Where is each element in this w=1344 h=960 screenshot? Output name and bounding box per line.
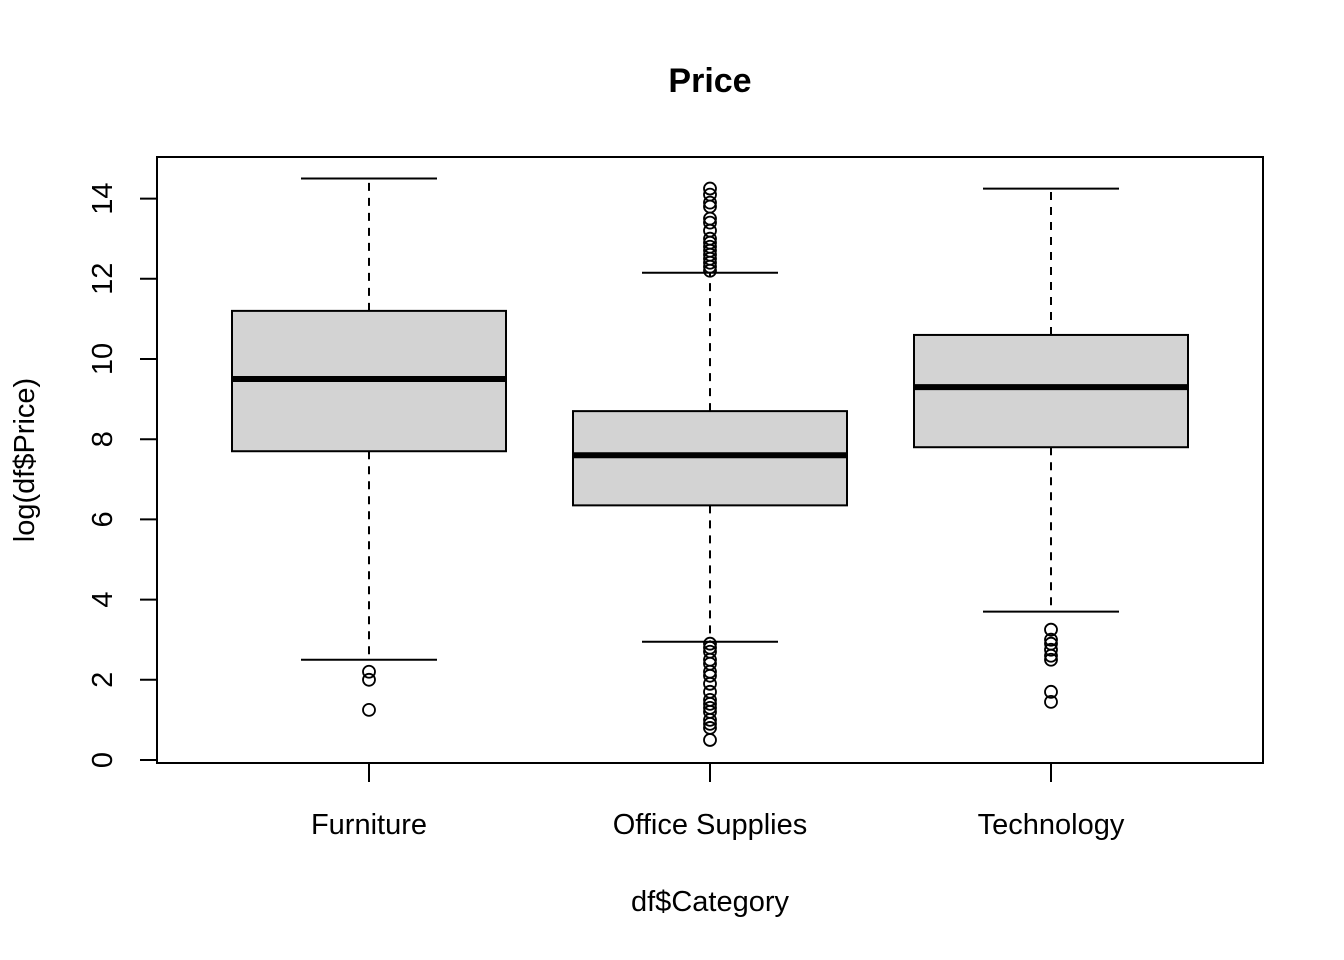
- x-tick-label: Furniture: [311, 809, 427, 841]
- iqr-box: [572, 410, 848, 507]
- outlier-point: [703, 676, 717, 691]
- outlier-point: [703, 239, 717, 254]
- chart-title: Price: [668, 62, 751, 100]
- y-axis-label: log(df$Price): [9, 378, 41, 542]
- box-technology: [913, 187, 1189, 709]
- outlier-point: [1044, 642, 1058, 657]
- outlier-point: [703, 215, 717, 230]
- boxes: [231, 177, 1189, 747]
- box-furniture: [231, 177, 507, 717]
- outlier-point: [703, 696, 717, 711]
- y-axis: 0 2 4 6 8 10 12 14: [87, 182, 158, 768]
- outlier-point: [1044, 632, 1058, 647]
- y-tick-label: 10: [87, 343, 119, 375]
- outlier-point: [1044, 694, 1058, 709]
- y-tick-label: 4: [87, 592, 119, 608]
- x-tick-label: Technology: [978, 809, 1125, 841]
- x-tick-label: Office Supplies: [613, 809, 808, 841]
- outlier-point: [1044, 652, 1058, 667]
- outlier-point: [362, 702, 376, 717]
- outlier-point: [703, 181, 717, 196]
- outlier-point: [703, 668, 717, 683]
- outlier-point: [703, 231, 717, 246]
- y-tick-label: 0: [87, 752, 119, 768]
- y-tick-label: 12: [87, 263, 119, 295]
- outlier-point: [703, 717, 717, 731]
- iqr-box: [913, 333, 1189, 449]
- outlier-point: [703, 733, 717, 747]
- y-tick-label: 8: [87, 431, 119, 447]
- box-office-supplies: [572, 181, 848, 747]
- x-axis-label: df$Category: [631, 886, 789, 918]
- y-tick-label: 6: [87, 511, 119, 527]
- outlier-point: [362, 672, 376, 687]
- outlier-point: [703, 195, 717, 210]
- y-tick-label: 14: [87, 182, 119, 214]
- x-axis: Furniture Office Supplies Technology: [311, 763, 1125, 841]
- y-tick-label: 2: [87, 672, 119, 688]
- outlier-point: [1044, 622, 1058, 637]
- outlier-point: [1044, 648, 1058, 663]
- outlier-point: [362, 664, 376, 679]
- outlier-point: [703, 187, 717, 202]
- outlier-point: [703, 713, 717, 727]
- outlier-point: [1044, 684, 1058, 699]
- outlier-point: [703, 636, 717, 651]
